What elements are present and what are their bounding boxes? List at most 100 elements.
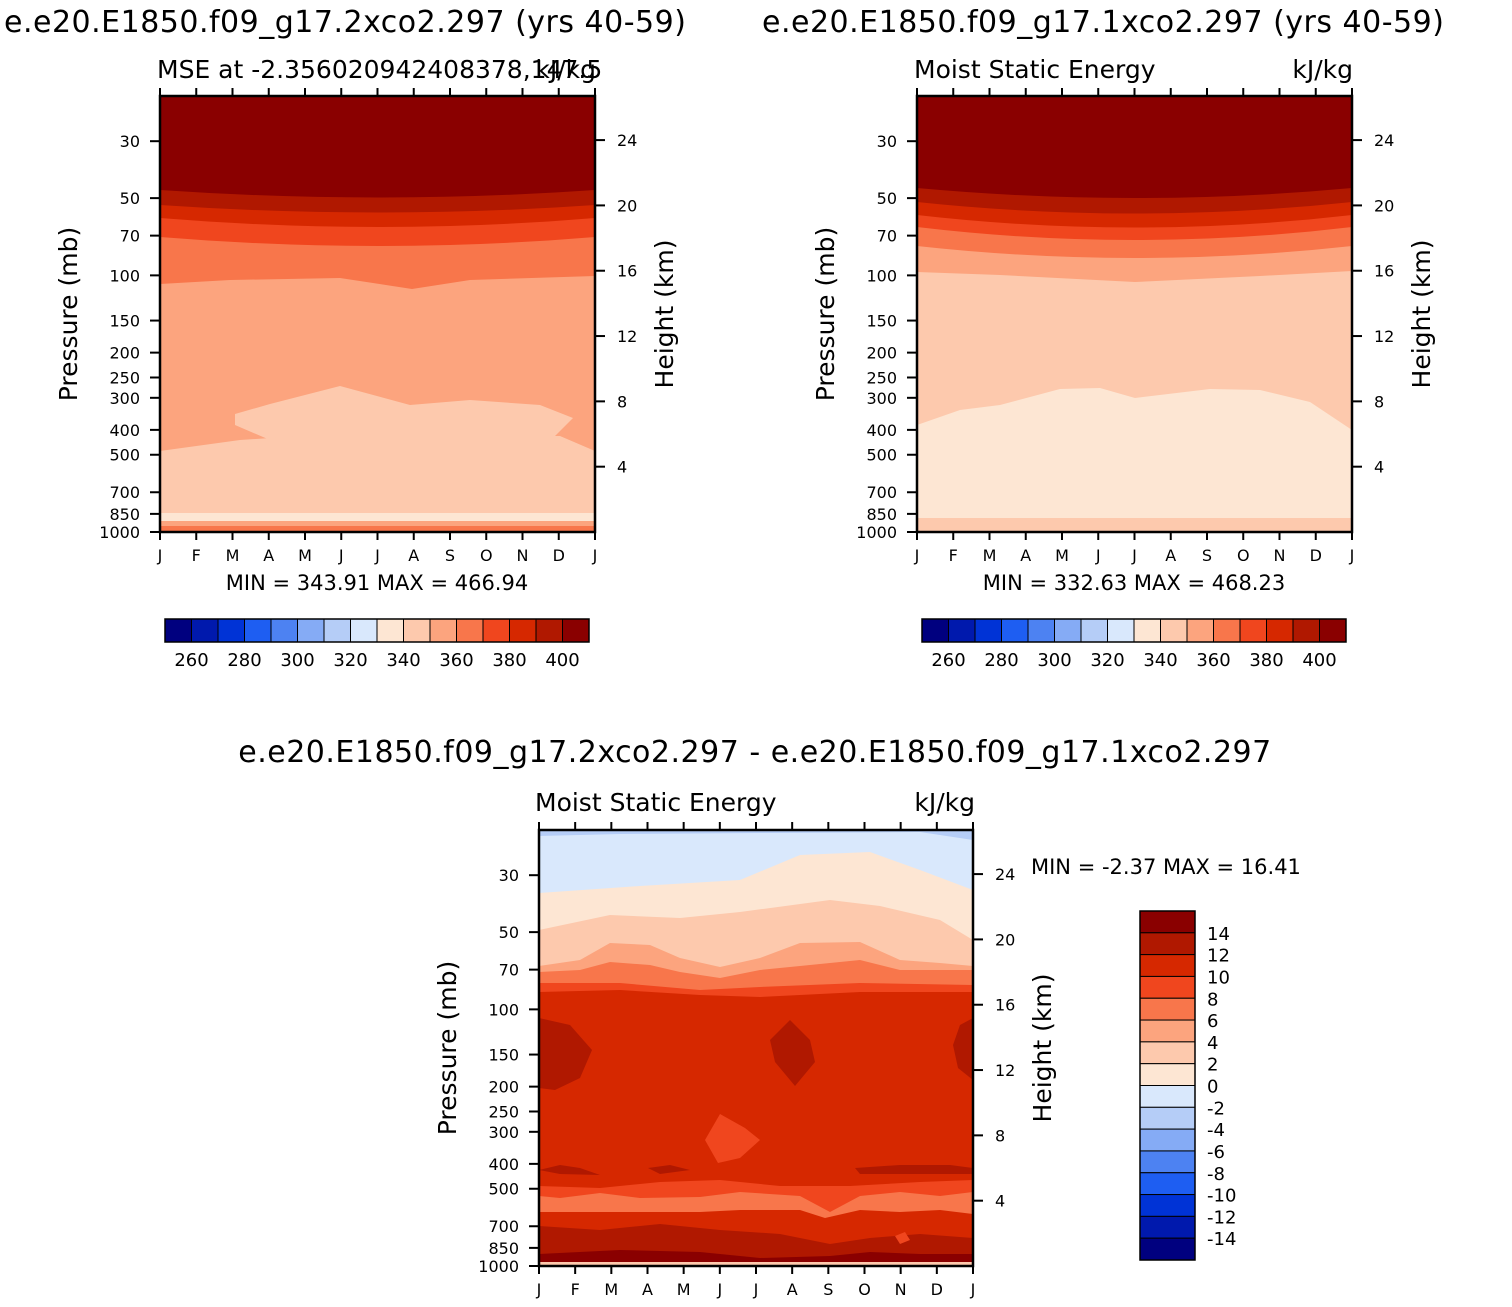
colorbar-label: 380 xyxy=(492,650,526,671)
x-tick-label: D xyxy=(553,546,565,565)
colorbar-swatch xyxy=(1139,1194,1196,1217)
colorbar-swatch xyxy=(948,618,976,643)
height-tick-label: 12 xyxy=(617,327,637,346)
colorbar-swatch xyxy=(1139,910,1196,934)
pressure-tick-label: 50 xyxy=(499,923,519,942)
colorbar-swatch xyxy=(1001,618,1029,643)
height-tick-label: 24 xyxy=(995,865,1015,884)
colorbar-swatch xyxy=(562,618,590,643)
x-tick-label: F xyxy=(949,546,958,565)
colorbar-label: 380 xyxy=(1249,650,1283,671)
colorbar-swatch xyxy=(350,618,378,643)
pressure-tick-label: 250 xyxy=(866,368,897,387)
height-tick-label: 20 xyxy=(995,930,1015,949)
x-tick-label: J xyxy=(716,1280,722,1299)
height-tick-label: 24 xyxy=(1374,131,1394,150)
colorbar-label: 340 xyxy=(1143,650,1177,671)
height-tick-label: 4 xyxy=(995,1192,1005,1211)
colorbar-swatch xyxy=(1054,618,1082,643)
panel1: MSE at -2.356020942408378,147.5 kJ/kg J F… xyxy=(54,55,679,671)
height-tick-label: 8 xyxy=(617,392,627,411)
height-tick-label: 12 xyxy=(995,1061,1015,1080)
colorbar-swatch xyxy=(1139,1237,1196,1261)
x-tick-label: O xyxy=(858,1280,871,1299)
panel2-ylabel-right: Height (km) xyxy=(1407,240,1436,389)
colorbar-swatch xyxy=(1139,1215,1196,1239)
height-tick-label: 12 xyxy=(1374,327,1394,346)
x-tick-label: A xyxy=(1165,546,1176,565)
colorbar-swatch xyxy=(1133,618,1161,643)
pressure-tick-label: 200 xyxy=(109,344,140,363)
colorbar-label: 400 xyxy=(1302,650,1336,671)
panel1-band-10 xyxy=(160,526,595,532)
x-tick-label: J xyxy=(592,546,598,565)
x-tick-label: M xyxy=(677,1280,691,1299)
colorbar-swatch xyxy=(1160,618,1188,643)
panel3-stats: MIN = -2.37 MAX = 16.41 xyxy=(1031,855,1301,879)
colorbar-label: 4 xyxy=(1207,1033,1218,1054)
colorbar-frame xyxy=(164,618,590,643)
panel1-ticks: J F M A M J J A S O N D J 30 50 70 100 150 200 250 300 400 500… xyxy=(99,88,637,565)
pressure-tick-label: 100 xyxy=(866,266,897,285)
colorbar-swatch xyxy=(1139,1150,1196,1174)
panel3-title: e.e20.E1850.f09_g17.2xco2.297 - e.e20.E1… xyxy=(238,735,1271,770)
colorbar-swatch xyxy=(1319,618,1347,643)
colorbar-label: -10 xyxy=(1207,1186,1236,1207)
colorbar-swatch xyxy=(535,618,563,643)
x-tick-label: J xyxy=(374,546,380,565)
pressure-tick-label: 1000 xyxy=(856,523,897,542)
colorbar-swatch xyxy=(1139,975,1196,999)
x-tick-label: J xyxy=(157,546,163,565)
pressure-tick-label: 300 xyxy=(109,389,140,408)
panel1-title: e.e20.E1850.f09_g17.2xco2.297 (yrs 40-59… xyxy=(4,5,686,40)
colorbar-swatch xyxy=(509,618,537,643)
colorbar-label: 2 xyxy=(1207,1055,1218,1076)
panel2-title: e.e20.E1850.f09_g17.1xco2.297 (yrs 40-59… xyxy=(762,5,1444,40)
panel3-ticks: J F M A M J J A S O N D J 30 50 70 100 150 200 250 300 400 500… xyxy=(478,822,1015,1299)
x-tick-label: S xyxy=(823,1280,833,1299)
pressure-tick-label: 250 xyxy=(109,368,140,387)
panel3: Moist Static Energy kJ/kg xyxy=(433,788,1301,1299)
height-tick-label: 16 xyxy=(1374,262,1394,281)
panel3-cell-apr-b xyxy=(648,1165,690,1174)
panel3-cell-dec xyxy=(953,1018,973,1080)
panel2-plot-area xyxy=(915,94,1354,534)
colorbar-swatch xyxy=(1239,618,1267,643)
height-tick-label: 16 xyxy=(995,996,1015,1015)
x-tick-label: J xyxy=(970,1280,976,1299)
x-tick-label: M xyxy=(1055,546,1069,565)
colorbar-swatch xyxy=(376,618,404,643)
x-tick-label: F xyxy=(192,546,201,565)
pressure-tick-label: 300 xyxy=(488,1123,519,1142)
x-tick-label: A xyxy=(1020,546,1031,565)
x-tick-label: A xyxy=(408,546,419,565)
x-tick-label: M xyxy=(298,546,312,565)
colorbar-label: 0 xyxy=(1207,1077,1218,1098)
colorbar-swatch xyxy=(1107,618,1135,643)
height-tick-label: 20 xyxy=(617,196,637,215)
pressure-tick-label: 700 xyxy=(866,483,897,502)
x-tick-label: J xyxy=(536,1280,542,1299)
pressure-tick-label: 400 xyxy=(488,1155,519,1174)
colorbar-swatch xyxy=(1213,618,1241,643)
pressure-tick-label: 700 xyxy=(109,483,140,502)
height-tick-label: 4 xyxy=(1374,458,1384,477)
panel2-subtitle: Moist Static Energy xyxy=(914,55,1156,84)
colorbar-swatch xyxy=(456,618,484,643)
pressure-tick-label: 500 xyxy=(488,1180,519,1199)
colorbar-label: -6 xyxy=(1207,1142,1225,1163)
pressure-tick-label: 250 xyxy=(488,1102,519,1121)
colorbar-swatch xyxy=(1186,618,1214,643)
pressure-tick-label: 1000 xyxy=(478,1257,519,1276)
panel3-cell-nov-low xyxy=(895,1232,910,1244)
colorbar-label: 6 xyxy=(1207,1011,1218,1032)
colorbar-label: 300 xyxy=(280,650,314,671)
x-tick-label: J xyxy=(338,546,344,565)
colorbar-swatch xyxy=(1139,1019,1196,1043)
x-tick-label: J xyxy=(1131,546,1137,565)
colorbar-swatch xyxy=(323,618,351,643)
colorbar-label: 340 xyxy=(386,650,420,671)
colorbar-swatch xyxy=(1139,1063,1196,1086)
pressure-tick-label: 70 xyxy=(877,227,897,246)
colorbar-label: 360 xyxy=(439,650,473,671)
